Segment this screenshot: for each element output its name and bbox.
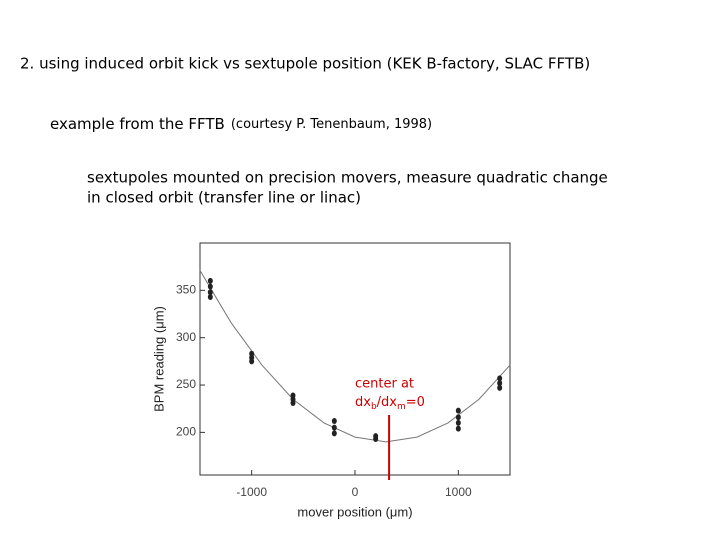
annotation: dxb/dxm=0: [355, 395, 425, 412]
plot-frame: [199, 242, 511, 476]
data-point: [331, 418, 337, 425]
data-point: [455, 407, 461, 414]
x-tick-label: 0: [352, 485, 359, 499]
annotation-text: dx: [355, 395, 371, 410]
data-point: [207, 283, 213, 290]
example-text: example from the FFTB: [50, 115, 225, 133]
credit: (courtesy P. Tenenbaum, 1998): [231, 117, 432, 132]
description-line: in closed orbit (transfer line or linac): [87, 189, 361, 207]
data-point: [249, 358, 255, 365]
annotation: center at: [355, 377, 414, 392]
data-point: [331, 424, 337, 431]
data-point: [497, 384, 503, 391]
data-point: [290, 400, 296, 407]
y-tick-label: 200: [176, 425, 196, 439]
data-point: [207, 293, 213, 300]
data-point: [373, 436, 379, 443]
y-tick-label: 300: [176, 330, 196, 344]
x-tick-label: 1000: [445, 485, 472, 499]
heading: 2. using induced orbit kick vs sextupole…: [20, 55, 590, 73]
annotation-text: =0: [406, 395, 425, 410]
example: example from the FFTB (courtesy P. Tenenb…: [50, 115, 432, 133]
x-axis-label: mover position (μm): [297, 504, 412, 519]
annotation-subscript: m: [397, 402, 406, 412]
data-point: [331, 430, 337, 437]
data-point: [497, 375, 503, 382]
data-point: [455, 425, 461, 432]
data-point: [207, 277, 213, 284]
y-axis-label: BPM reading (μm): [151, 306, 166, 412]
plot: 200 250 300 350 -1000 0 1000 mover position (μm…: [151, 242, 511, 519]
y-tick-label: 350: [176, 283, 196, 297]
annotation-text: /dx: [377, 395, 398, 410]
y-tick-label: 250: [176, 377, 196, 391]
data-point: [207, 289, 213, 296]
x-tick-label: -1000: [236, 485, 267, 499]
annotation-subscript: b: [371, 402, 377, 412]
data-point: [497, 380, 503, 387]
description-line: sextupoles mounted on precision movers, …: [87, 169, 608, 187]
fit-curve: [199, 270, 511, 443]
data-point: [455, 419, 461, 426]
data-point: [455, 414, 461, 421]
